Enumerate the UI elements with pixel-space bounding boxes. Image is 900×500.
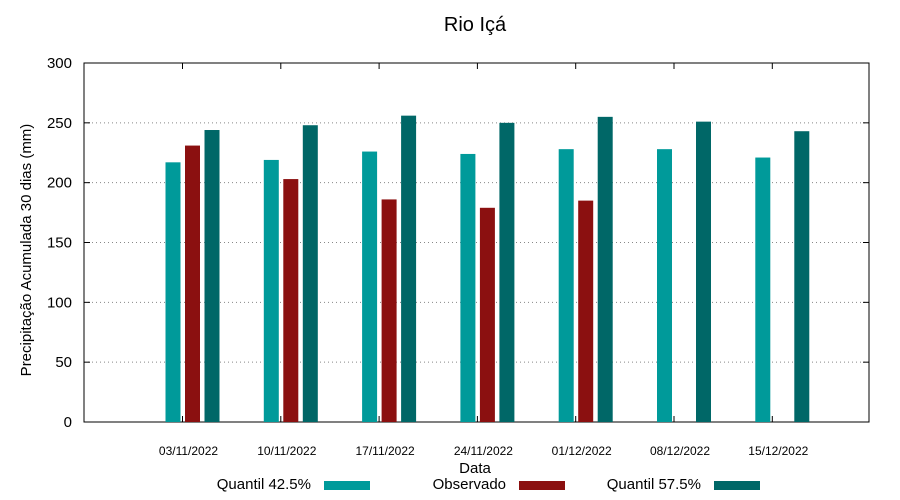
y-tick-label: 150: [47, 235, 72, 252]
bar-observado-0: [185, 145, 200, 422]
x-tick-label: 10/11/2022: [257, 444, 316, 458]
x-tick-label: 01/12/2022: [552, 444, 612, 458]
bar-quantil-57-5--2: [401, 115, 417, 423]
x-tick-label: 08/12/2022: [650, 444, 710, 458]
bars: [165, 115, 810, 423]
y-tick-label: 50: [55, 354, 72, 371]
gridlines: [84, 122, 869, 363]
bar-quantil-57-5--6: [794, 131, 810, 422]
y-tick-label: 250: [47, 115, 72, 132]
bar-quantil-57-5--0: [204, 130, 220, 422]
bar-quantil-57-5--1: [302, 125, 318, 422]
bar-observado-1: [283, 179, 299, 422]
legend-label: Observado: [433, 476, 506, 493]
y-tick-label: 300: [47, 55, 72, 72]
x-tick-label: 03/11/2022: [159, 444, 218, 458]
bar-quantil-42-5--4: [558, 149, 574, 422]
y-tick-label: 0: [64, 414, 72, 431]
bar-quantil-57-5--3: [499, 122, 515, 422]
y-axis-ticks: 0 50 100 150 200 250 300: [47, 55, 869, 431]
bar-quantil-42-5--6: [755, 157, 771, 422]
bar-quantil-57-5--5: [696, 121, 711, 423]
bar-quantil-42-5--1: [263, 159, 279, 422]
bar-quantil-57-5--4: [597, 116, 613, 422]
bar-quantil-42-5--2: [362, 151, 378, 422]
x-axis-ticks: 03/11/2022 10/11/2022 17/11/2022 24/11/2022…: [159, 63, 809, 458]
bar-quantil-42-5--0: [165, 162, 181, 422]
legend-label: Quantil 42.5%: [217, 476, 311, 493]
bar-observado-2: [381, 199, 397, 422]
bar-quantil-42-5--3: [460, 153, 476, 423]
x-tick-label: 17/11/2022: [356, 444, 415, 458]
x-tick-label: 15/12/2022: [748, 444, 808, 458]
bar-observado-3: [479, 207, 495, 422]
bar-quantil-42-5--5: [657, 149, 672, 422]
chart-title: Rio Içá: [444, 14, 507, 36]
legend-label: Quantil 57.5%: [607, 476, 701, 493]
bar-observado-4: [578, 200, 594, 422]
legend-swatch: [519, 481, 565, 490]
legend-swatch: [324, 481, 370, 490]
x-tick-label: 24/11/2022: [454, 444, 513, 458]
legend-swatch: [714, 481, 760, 490]
x-axis-label: Data: [459, 460, 491, 477]
legend: Quantil 42.5% Observado Quantil 57.5%: [217, 476, 760, 493]
y-tick-label: 100: [47, 294, 72, 311]
y-axis-label: Precipitação Acumulada 30 dias (mm): [18, 124, 35, 377]
y-tick-label: 200: [47, 175, 72, 192]
